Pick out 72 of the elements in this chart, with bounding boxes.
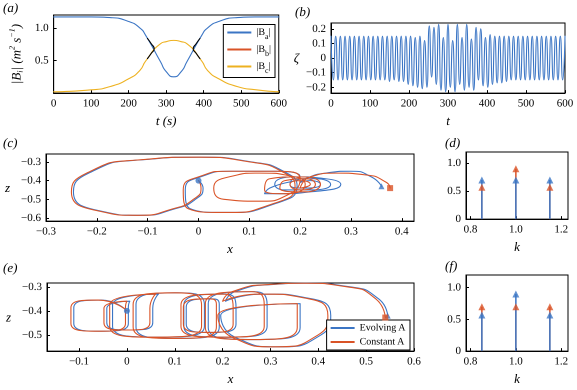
legend-label: Evolving A	[360, 322, 406, 334]
y-axis-title: ζ	[294, 50, 300, 66]
x-tick-label: 100	[82, 98, 100, 110]
chart-title: (c)	[3, 135, 18, 150]
x-tick-label: 0.4	[394, 226, 410, 238]
x-tick-label: 500	[518, 98, 535, 110]
legend-label: Constant A	[360, 336, 406, 348]
y-tick-label: −0.4	[21, 174, 42, 187]
y-tick-label: −0.3	[22, 280, 42, 293]
x-tick-label: 600	[556, 98, 574, 110]
x-tick-label: 400	[195, 98, 212, 110]
chart-title: (f)	[445, 258, 458, 273]
x-tick-label: 0	[328, 98, 334, 110]
y-tick-label: 0.1	[312, 37, 326, 50]
y-tick-label: 0.5	[447, 313, 462, 326]
x-tick-label: 1.0	[508, 224, 524, 236]
x-tick-label: −0.1	[138, 226, 158, 238]
x-tick-label: −0.1	[69, 356, 90, 368]
x-tick-label: 0.5	[359, 356, 374, 368]
x-tick-label: 0.8	[464, 224, 478, 236]
x-tick-label: 0	[196, 226, 202, 238]
x-axis-title: x	[226, 241, 234, 256]
chart-title: (d)	[445, 135, 460, 150]
x-tick-label: 400	[478, 98, 496, 110]
y-axis-title: z	[4, 310, 11, 325]
y-tick-label: 0	[320, 52, 326, 64]
y-tick-label: 1.0	[447, 282, 462, 294]
y-tick-label: −0.2	[306, 81, 326, 94]
x-tick-label: 0.3	[264, 356, 278, 368]
x-tick-label: 0.4	[311, 356, 326, 368]
x-tick-label: 1.2	[554, 356, 568, 368]
y-tick-label: 1.0	[34, 22, 50, 34]
x-tick-label: 1.2	[554, 224, 568, 236]
x-tick-label: 300	[158, 98, 175, 110]
x-tick-label: 600	[270, 98, 288, 110]
x-tick-label: 0	[124, 356, 130, 368]
x-tick-label: 200	[400, 98, 418, 110]
y-tick-label: 0	[456, 213, 462, 226]
x-tick-label: 200	[120, 98, 138, 110]
x-tick-label: 0.6	[407, 356, 422, 368]
y-tick-label: −0.4	[22, 304, 42, 317]
chart-title: (b)	[295, 4, 310, 19]
y-tick-label: 1.0	[447, 157, 462, 170]
x-tick-label: 0.8	[464, 356, 478, 368]
y-tick-label: −0.6	[21, 212, 42, 224]
x-tick-label: 0.2	[293, 226, 308, 238]
y-axis-title: |Bi| (m2 s−1)	[8, 24, 24, 84]
x-axis-title: x	[226, 371, 234, 386]
y-tick-label: 0.5	[34, 54, 50, 67]
y-axis-title: z	[4, 180, 10, 196]
chart-title: (a)	[3, 0, 18, 15]
x-axis-title: k	[514, 239, 520, 254]
x-axis-title: t	[446, 113, 450, 128]
x-tick-label: 500	[232, 98, 250, 110]
chart-title: (e)	[3, 260, 18, 275]
x-tick-label: −0.2	[86, 226, 107, 238]
y-tick-label: −0.3	[21, 156, 42, 168]
x-tick-label: 1.0	[508, 356, 524, 368]
x-tick-label: 0.3	[344, 226, 358, 238]
x-tick-label: 0.1	[242, 226, 256, 238]
y-tick-label: 0	[456, 345, 462, 358]
y-tick-label: 0.5	[447, 185, 462, 198]
y-tick-label: 0.2	[312, 22, 326, 35]
x-tick-label: 0.2	[216, 356, 230, 368]
x-axis-title: t (s)	[156, 113, 176, 128]
y-tick-label: −0.1	[306, 66, 326, 79]
x-tick-label: 0.1	[168, 356, 182, 368]
x-tick-label: 300	[440, 98, 457, 110]
y-tick-label: −0.5	[21, 193, 42, 206]
x-tick-label: 100	[362, 98, 379, 110]
y-tick-label: −0.5	[22, 328, 42, 341]
x-axis-title: k	[514, 371, 520, 386]
